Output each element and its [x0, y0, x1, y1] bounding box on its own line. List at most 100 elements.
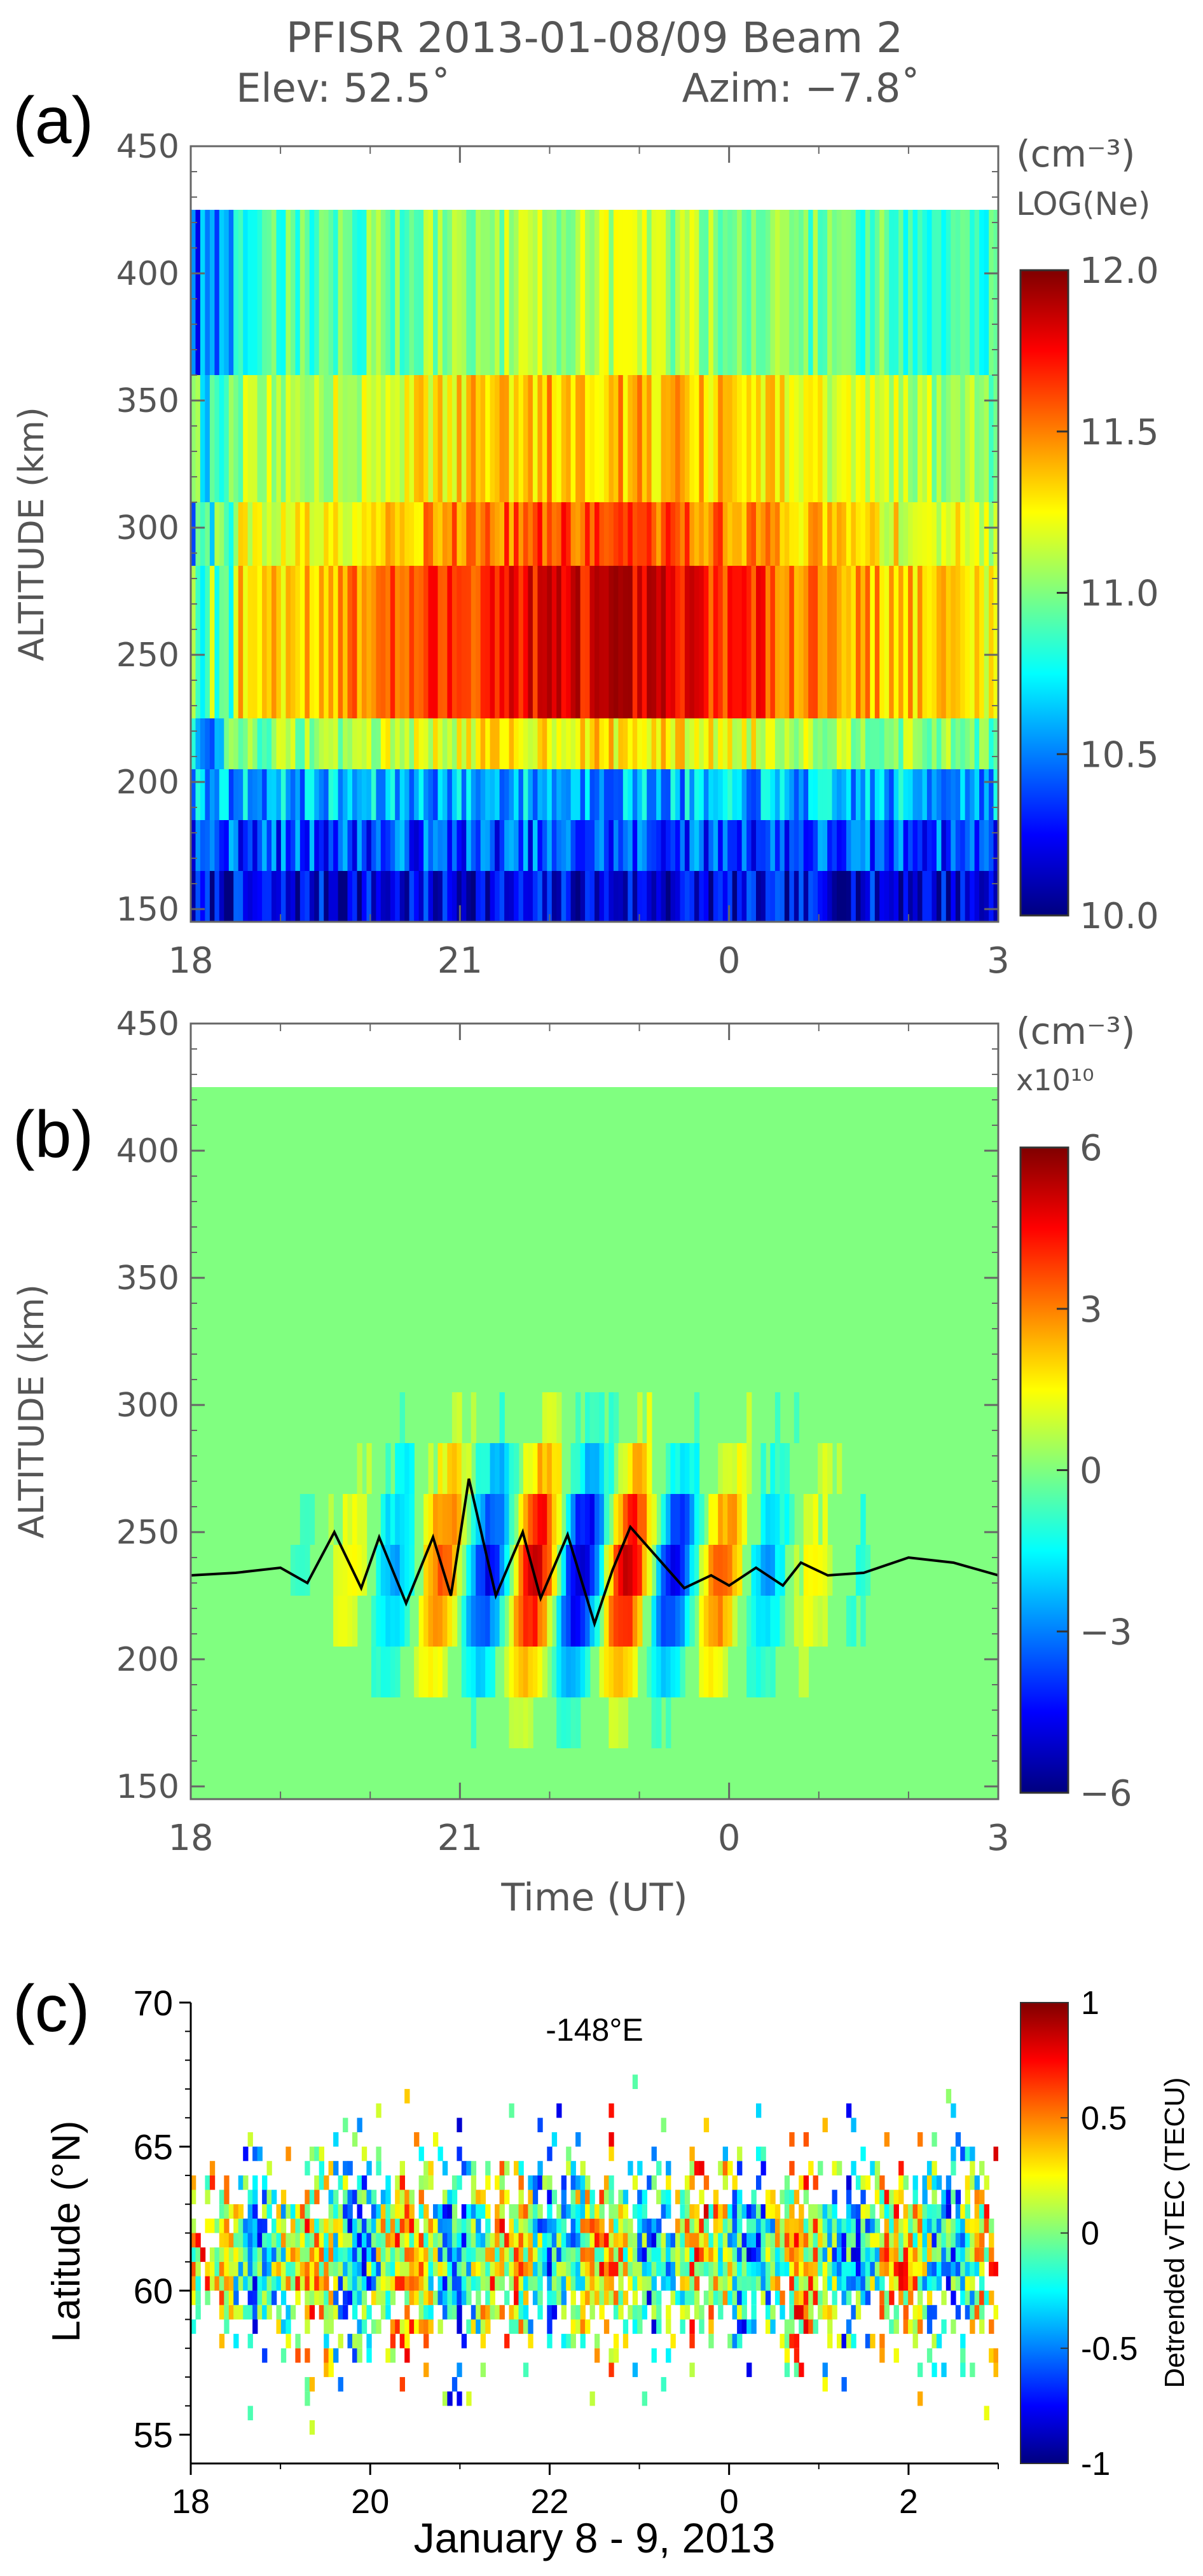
heatmap-cell	[547, 1596, 553, 1647]
heatmap-cell	[451, 718, 458, 769]
heatmap-cell	[532, 2291, 539, 2305]
heatmap-cell	[547, 2189, 553, 2205]
heatmap-cell	[390, 871, 396, 922]
heatmap-cell	[200, 871, 206, 922]
heatmap-cell	[437, 820, 443, 871]
heatmap-cell	[262, 2175, 268, 2190]
heatmap-cell	[794, 718, 800, 769]
heatmap-cell	[666, 2189, 671, 2205]
heatmap-cell	[703, 2233, 710, 2248]
heatmap-cell	[390, 2261, 396, 2277]
heatmap-cell	[532, 2261, 539, 2277]
heatmap-cell	[675, 2189, 681, 2205]
heatmap-cell	[547, 2305, 553, 2320]
heatmap-cell	[295, 375, 301, 502]
heatmap-cell	[461, 375, 467, 502]
heatmap-cell	[770, 502, 776, 566]
heatmap-cell	[751, 2189, 757, 2205]
heatmap-cell	[480, 2276, 486, 2291]
heatmap-cell	[608, 871, 614, 922]
heatmap-cell	[727, 502, 733, 566]
heatmap-cell	[214, 502, 220, 566]
heatmap-cell	[741, 2291, 747, 2305]
heatmap-cell	[504, 2334, 510, 2348]
heatmap-cell	[399, 2233, 405, 2248]
heatmap-cell	[818, 2161, 823, 2175]
heatmap-cell	[476, 566, 481, 718]
heatmap-cell	[699, 2305, 705, 2320]
y-tick-label: 60	[134, 2271, 173, 2311]
heatmap-cell	[442, 1647, 448, 1697]
heatmap-cell	[428, 502, 434, 566]
heatmap-cell	[457, 375, 462, 502]
heatmap-cell	[532, 1647, 539, 1697]
heatmap-cell	[561, 2233, 567, 2248]
heatmap-cell	[603, 375, 610, 502]
heatmap-cell	[561, 2247, 567, 2262]
heatmap-cell	[556, 1697, 562, 1748]
heatmap-cell	[632, 1494, 638, 1545]
heatmap-cell	[528, 871, 533, 922]
heatmap-cell	[799, 2319, 804, 2334]
heatmap-cell	[352, 1545, 358, 1596]
heatmap-cell	[613, 2305, 619, 2320]
heatmap-cell	[390, 2233, 396, 2248]
heatmap-cell	[595, 769, 600, 820]
heatmap-cell	[770, 2204, 776, 2219]
heatmap-cell	[580, 502, 586, 566]
heatmap-cell	[803, 2261, 809, 2277]
heatmap-cell	[741, 2261, 747, 2277]
heatmap-cell	[200, 210, 206, 375]
heatmap-cell	[608, 2189, 614, 2205]
heatmap-cell	[979, 2276, 985, 2291]
heatmap-cell	[689, 871, 695, 922]
heatmap-cell	[794, 1392, 800, 1443]
heatmap-cell	[314, 502, 320, 566]
heatmap-cell	[570, 502, 576, 566]
heatmap-cell	[418, 2305, 424, 2320]
heatmap-cell	[784, 2261, 790, 2277]
heatmap-cell	[879, 375, 885, 502]
heatmap-cell	[399, 2247, 405, 2262]
heatmap-cell	[305, 2276, 310, 2291]
heatmap-cell	[518, 1545, 524, 1596]
heatmap-cell	[589, 566, 595, 718]
heatmap-cell	[799, 1596, 804, 1647]
heatmap-cell	[727, 2161, 733, 2175]
y-tick-label: 400	[116, 255, 179, 293]
heatmap-cell	[832, 2218, 837, 2233]
heatmap-cell	[409, 566, 415, 718]
heatmap-cell	[556, 2233, 562, 2248]
heatmap-cell	[780, 2233, 785, 2248]
heatmap-cell	[703, 2118, 710, 2132]
heatmap-cell	[656, 1545, 662, 1596]
heatmap-cell	[918, 2233, 923, 2248]
heatmap-cell	[252, 2233, 258, 2248]
heatmap-cell	[551, 502, 558, 566]
heatmap-cell	[528, 1697, 533, 1748]
heatmap-cell	[589, 375, 595, 502]
heatmap-cell	[603, 1545, 610, 1596]
heatmap-cell	[837, 820, 842, 871]
heatmap-cell	[722, 2233, 728, 2248]
heatmap-cell	[647, 502, 652, 566]
heatmap-cell	[756, 375, 762, 502]
heatmap-cell	[528, 2204, 533, 2219]
heatmap-cell	[789, 871, 795, 922]
heatmap-cell	[622, 375, 629, 502]
heatmap-cell	[603, 2291, 610, 2305]
heatmap-cell	[466, 820, 472, 871]
heatmap-cell	[561, 566, 567, 718]
heatmap-cell	[376, 2103, 382, 2118]
heatmap-cell	[314, 820, 320, 871]
heatmap-cell	[993, 2305, 998, 2320]
heatmap-cell	[423, 502, 429, 566]
heatmap-cell	[243, 2175, 249, 2190]
heatmap-cell	[737, 2261, 743, 2277]
heatmap-cell	[889, 375, 895, 502]
heatmap-cell	[694, 718, 700, 769]
heatmap-cell	[926, 2348, 933, 2363]
heatmap-cell	[347, 2247, 353, 2262]
heatmap-cell	[789, 2319, 795, 2334]
heatmap-cell	[870, 2204, 876, 2219]
